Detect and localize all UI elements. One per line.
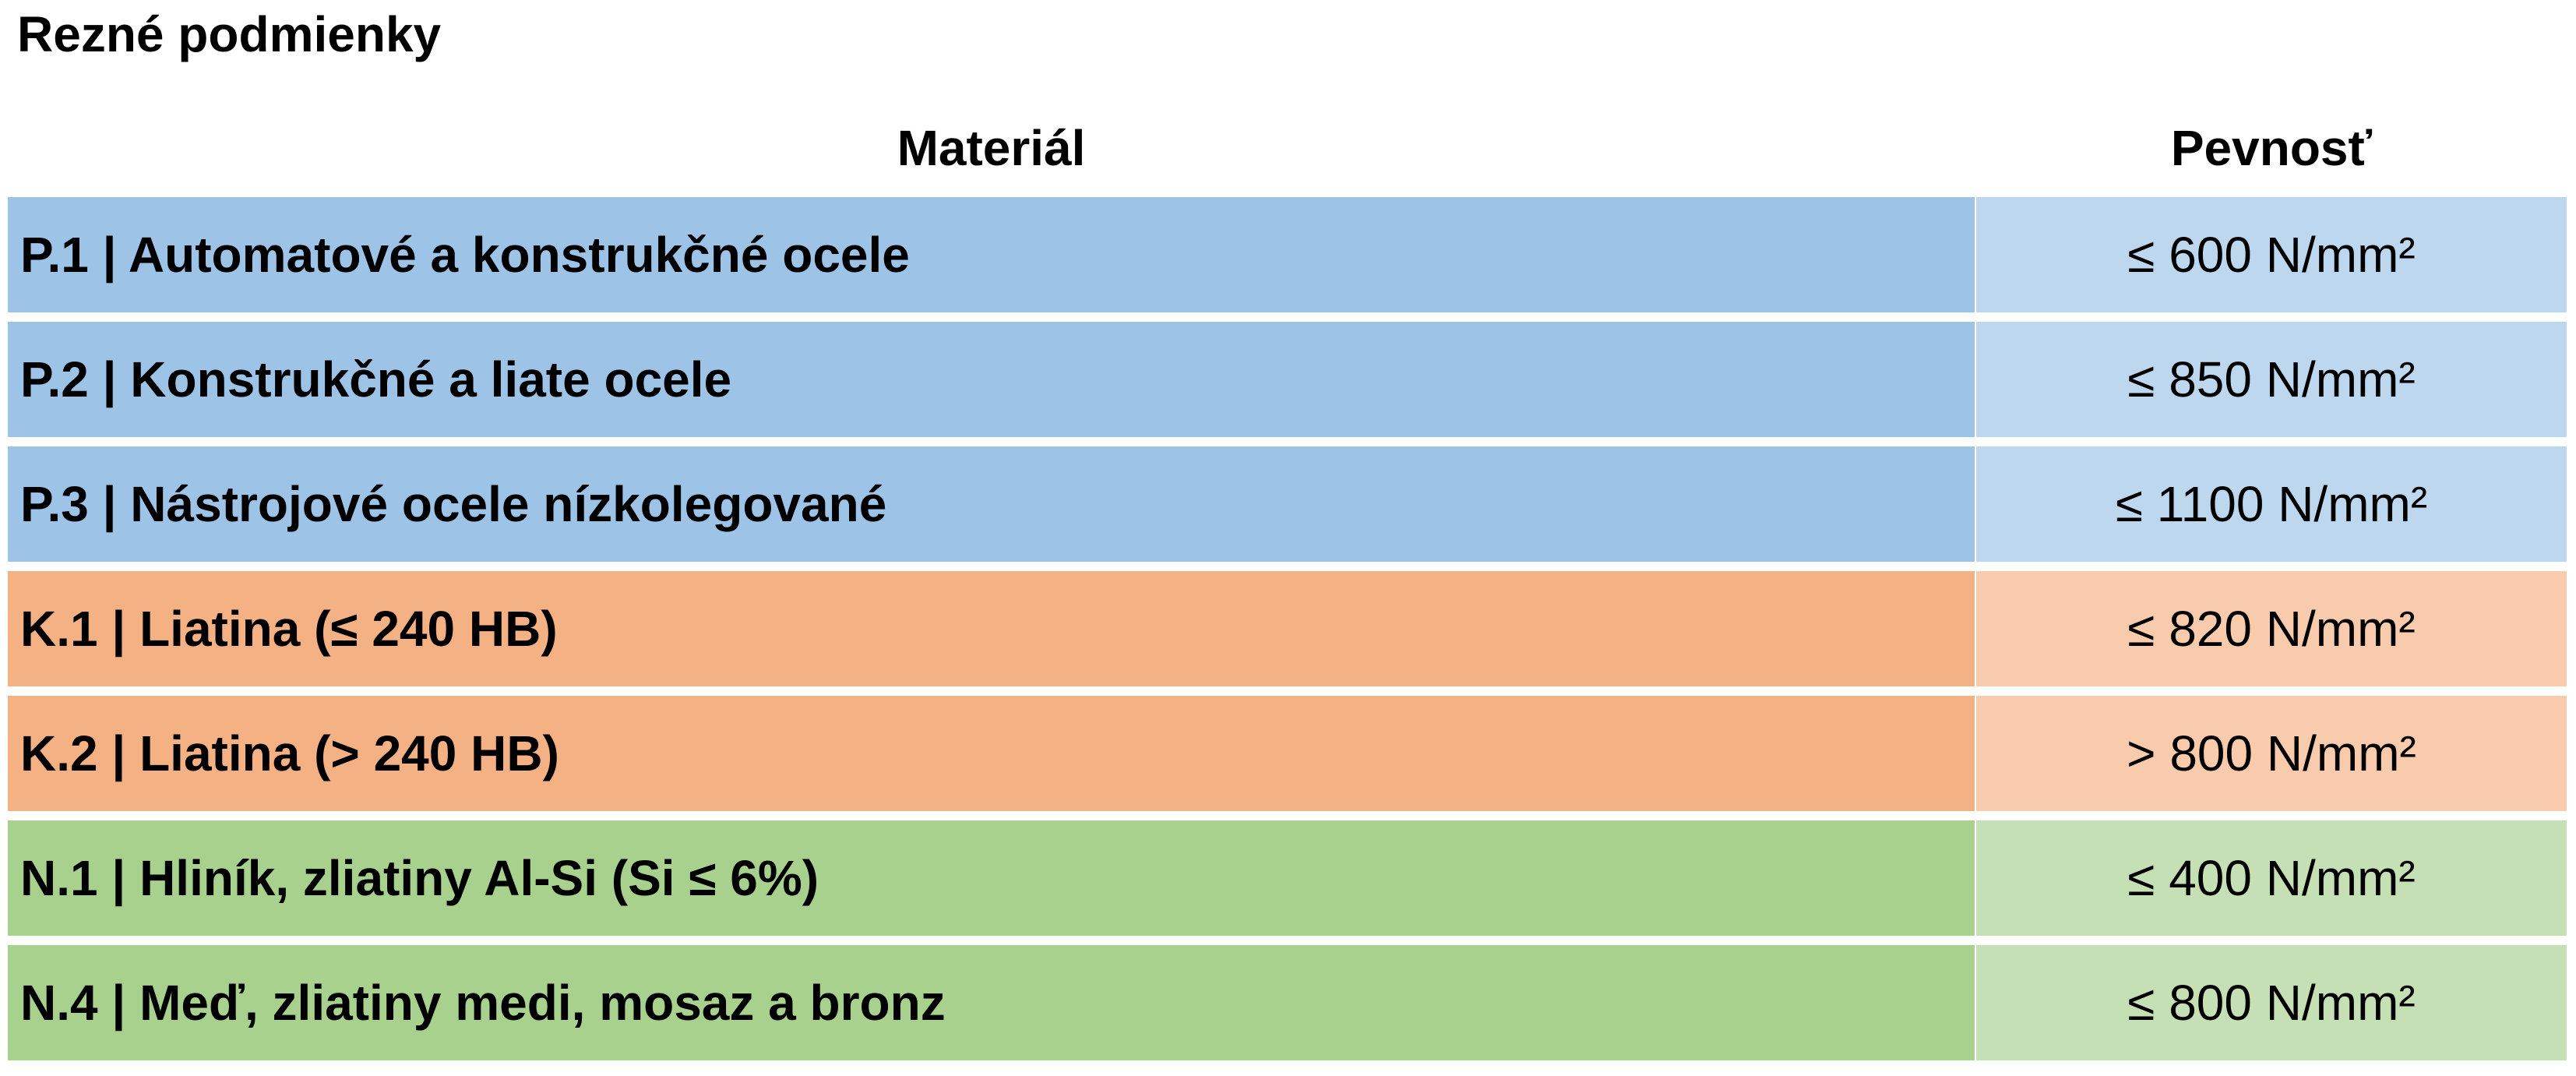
table-row: K.1 | Liatina (≤ 240 HB) ≤ 820 N/mm² <box>8 571 2567 686</box>
table-row: K.2 | Liatina (> 240 HB) > 800 N/mm² <box>8 696 2567 811</box>
title: Rezné podmienky <box>17 6 442 62</box>
material-cell: P.1 | Automatové a konstrukčné ocele <box>8 197 1975 312</box>
table-row: N.1 | Hliník, zliatiny Al-Si (Si ≤ 6%) ≤… <box>8 820 2567 936</box>
column-header: Materiál <box>897 120 1086 176</box>
table-row: P.2 | Konstrukčné a liate ocele ≤ 850 N/… <box>8 322 2567 437</box>
column-header: Pevnosť <box>2170 120 2373 176</box>
table-row: P.3 | Nástrojové ocele nízkolegované ≤ 1… <box>8 446 2567 562</box>
strength-cell: ≤ 850 N/mm² <box>1976 322 2567 437</box>
material-cell: K.2 | Liatina (> 240 HB) <box>8 696 1975 811</box>
material-cell: P.3 | Nástrojové ocele nízkolegované <box>8 446 1975 562</box>
strength-cell: ≤ 600 N/mm² <box>1976 197 2567 312</box>
strength-cell: ≤ 400 N/mm² <box>1976 820 2567 936</box>
table-row: P.1 | Automatové a konstrukčné ocele ≤ 6… <box>8 197 2567 312</box>
strength-cell: ≤ 820 N/mm² <box>1976 571 2567 686</box>
strength-cell: > 800 N/mm² <box>1976 696 2567 811</box>
strength-cell: ≤ 1100 N/mm² <box>1976 446 2567 562</box>
table-row: N.4 | Meď, zliatiny medi, mosaz a bronz … <box>8 945 2567 1060</box>
material-cell: P.2 | Konstrukčné a liate ocele <box>8 322 1975 437</box>
strength-cell: ≤ 800 N/mm² <box>1976 945 2567 1060</box>
material-cell: N.4 | Meď, zliatiny medi, mosaz a bronz <box>8 945 1975 1060</box>
material-cell: N.1 | Hliník, zliatiny Al-Si (Si ≤ 6%) <box>8 820 1975 936</box>
material-cell: K.1 | Liatina (≤ 240 HB) <box>8 571 1975 686</box>
